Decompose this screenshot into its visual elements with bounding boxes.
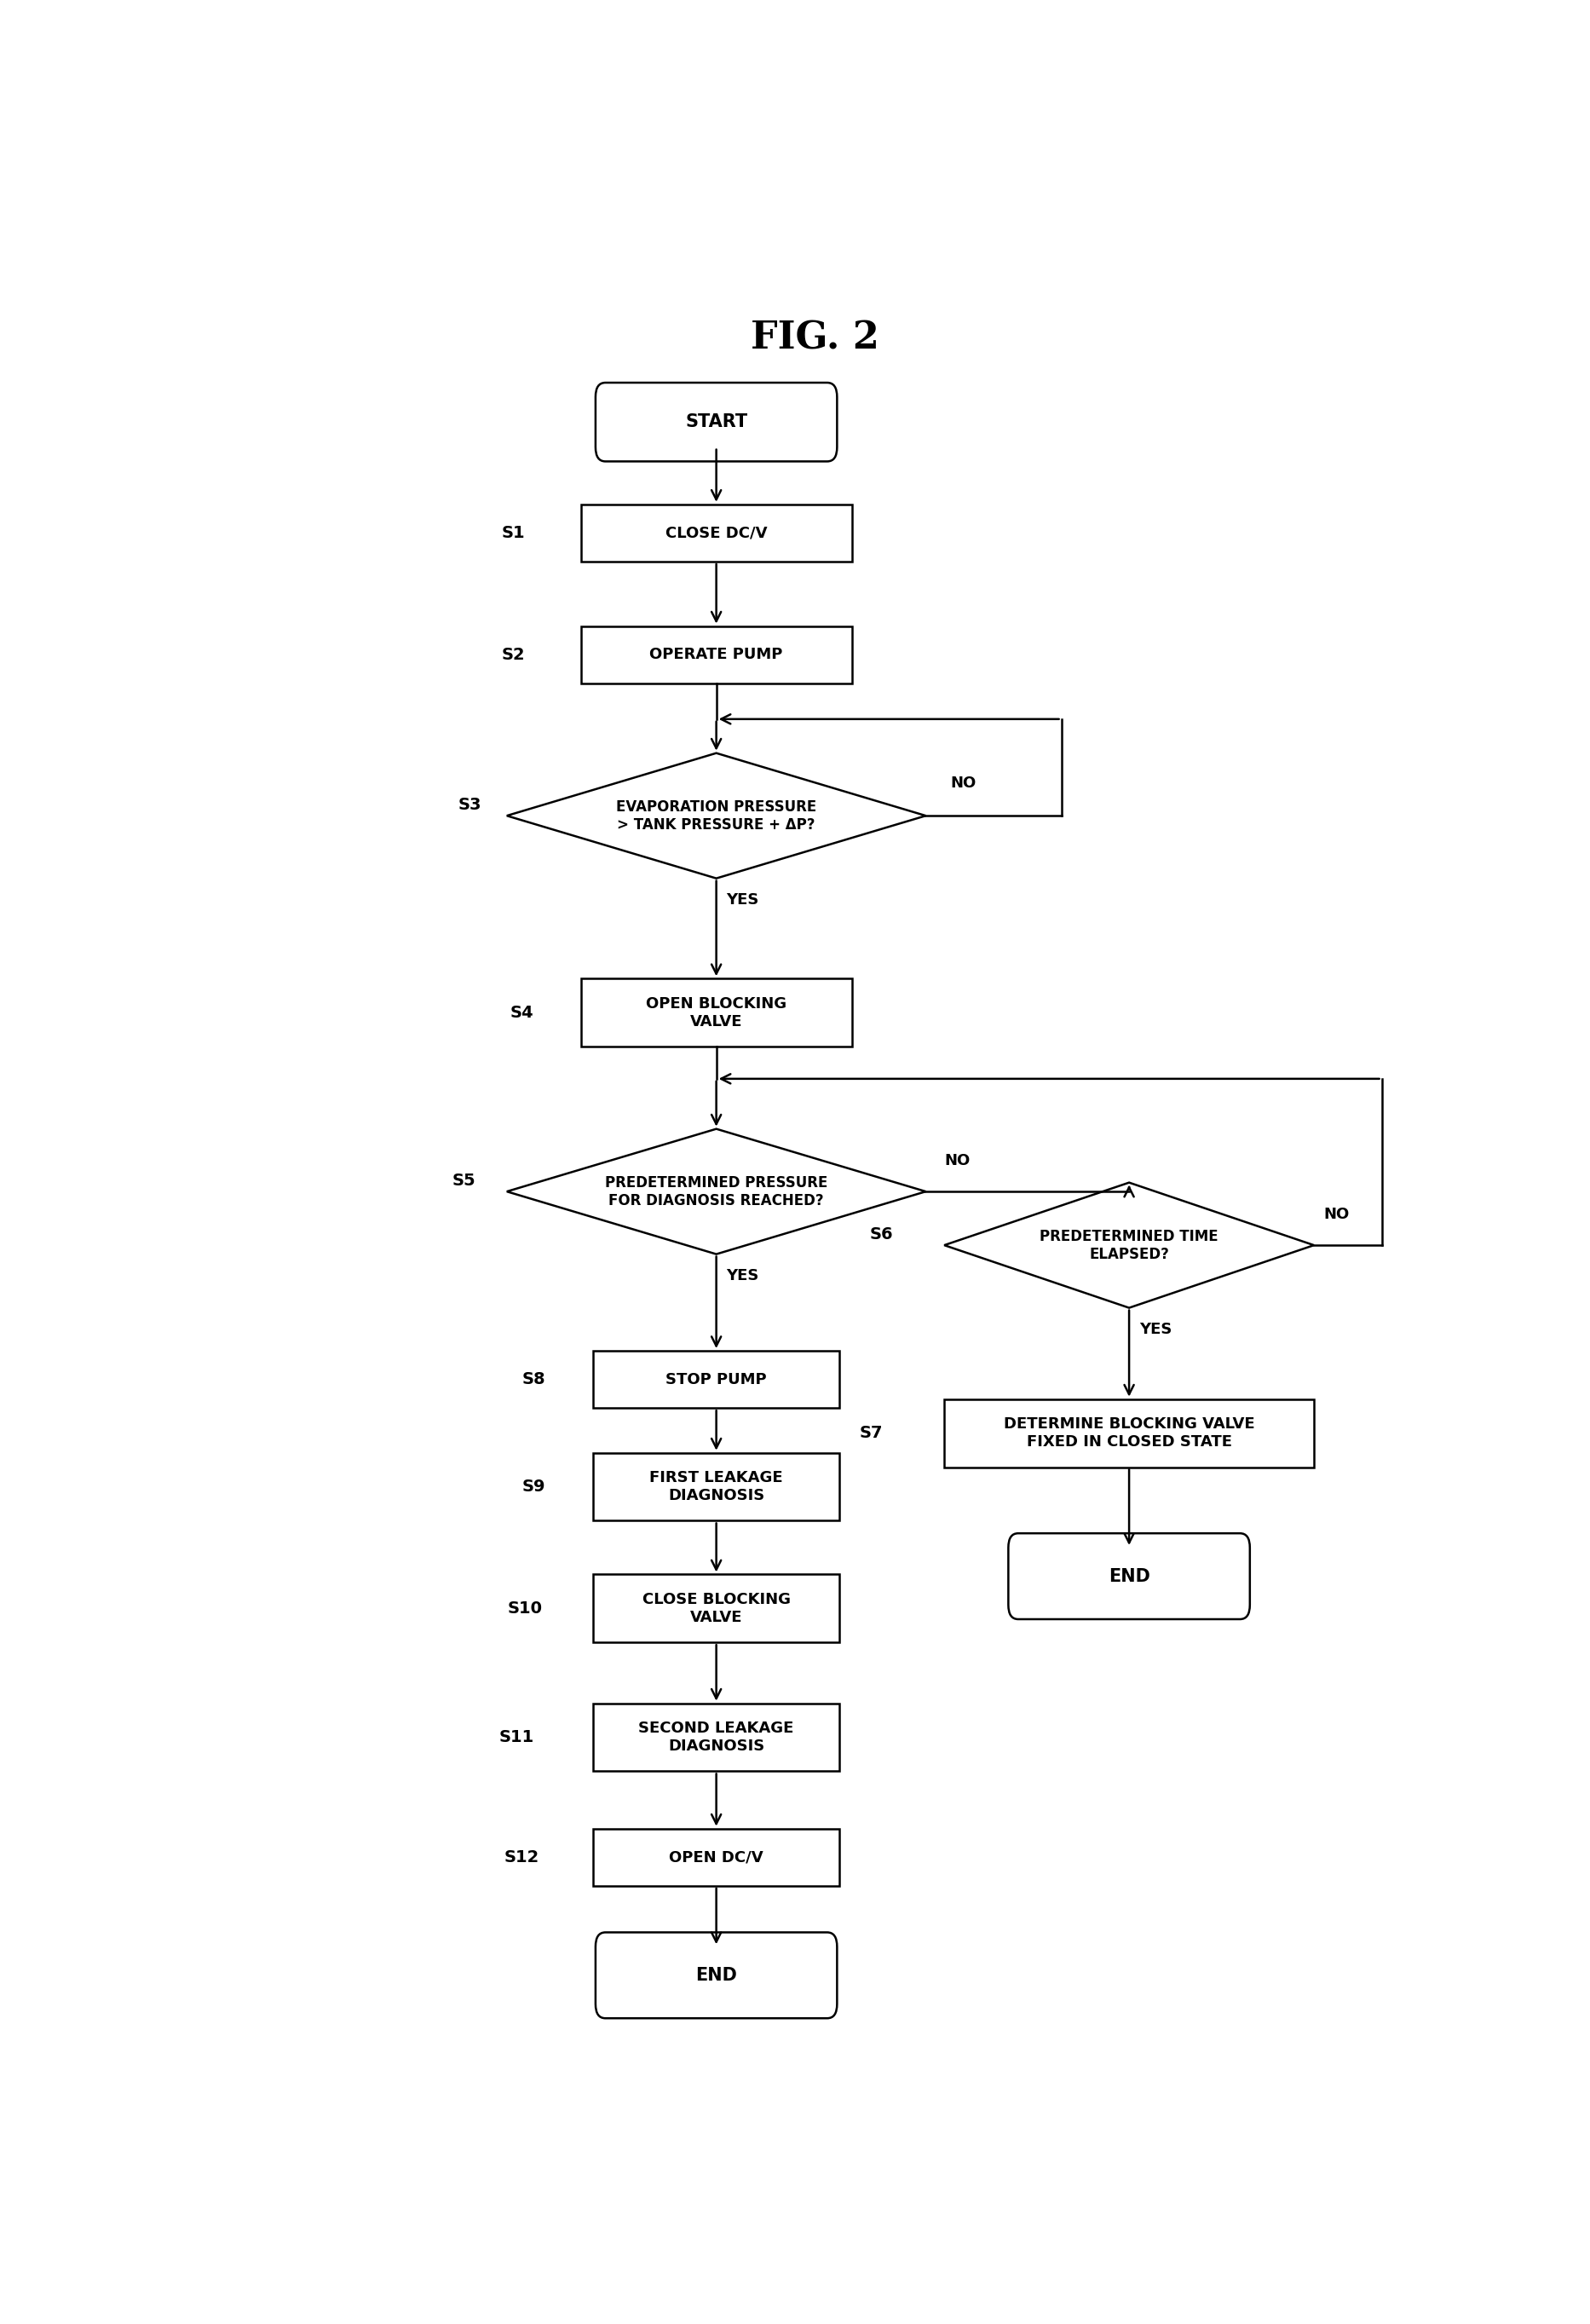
Text: S8: S8 <box>522 1371 545 1387</box>
Text: END: END <box>695 1966 738 1985</box>
Text: OPERATE PUMP: OPERATE PUMP <box>650 646 782 662</box>
Bar <box>580 978 852 1046</box>
Text: S1: S1 <box>501 525 525 541</box>
Text: OPEN DC/V: OPEN DC/V <box>669 1850 763 1864</box>
Bar <box>593 1829 840 1885</box>
Text: YES: YES <box>727 892 758 909</box>
Text: S10: S10 <box>507 1601 542 1618</box>
FancyBboxPatch shape <box>596 1931 836 2017</box>
Text: FIG. 2: FIG. 2 <box>750 321 879 356</box>
Text: STOP PUMP: STOP PUMP <box>666 1371 766 1387</box>
Text: S11: S11 <box>499 1729 534 1745</box>
Text: END: END <box>1108 1569 1150 1585</box>
Text: PREDETERMINED PRESSURE
FOR DIAGNOSIS REACHED?: PREDETERMINED PRESSURE FOR DIAGNOSIS REA… <box>604 1176 828 1208</box>
Text: S6: S6 <box>870 1227 894 1243</box>
Text: PREDETERMINED TIME
ELAPSED?: PREDETERMINED TIME ELAPSED? <box>1040 1229 1218 1262</box>
Bar <box>580 625 852 683</box>
Text: YES: YES <box>727 1269 758 1283</box>
Text: FIRST LEAKAGE
DIAGNOSIS: FIRST LEAKAGE DIAGNOSIS <box>650 1471 782 1504</box>
Polygon shape <box>507 753 925 878</box>
Bar <box>593 1452 840 1520</box>
Polygon shape <box>944 1183 1313 1308</box>
Text: S4: S4 <box>510 1004 533 1020</box>
Text: CLOSE DC/V: CLOSE DC/V <box>665 525 768 541</box>
Text: S9: S9 <box>522 1478 545 1494</box>
Text: NO: NO <box>944 1153 970 1169</box>
Text: S5: S5 <box>452 1174 475 1190</box>
Text: S3: S3 <box>458 797 482 813</box>
Text: EVAPORATION PRESSURE
> TANK PRESSURE + ΔP?: EVAPORATION PRESSURE > TANK PRESSURE + Δ… <box>615 799 817 832</box>
Text: CLOSE BLOCKING
VALVE: CLOSE BLOCKING VALVE <box>642 1592 790 1624</box>
Polygon shape <box>507 1129 925 1255</box>
Bar <box>593 1573 840 1643</box>
Text: START: START <box>685 414 747 430</box>
Text: OPEN BLOCKING
VALVE: OPEN BLOCKING VALVE <box>646 997 787 1030</box>
Text: DETERMINE BLOCKING VALVE
FIXED IN CLOSED STATE: DETERMINE BLOCKING VALVE FIXED IN CLOSED… <box>1003 1418 1255 1450</box>
Bar <box>593 1703 840 1771</box>
Text: NO: NO <box>951 776 976 790</box>
Bar <box>580 504 852 562</box>
FancyBboxPatch shape <box>596 383 836 462</box>
FancyBboxPatch shape <box>1008 1534 1250 1620</box>
Bar <box>944 1399 1313 1466</box>
Text: S7: S7 <box>860 1425 884 1441</box>
Text: SECOND LEAKAGE
DIAGNOSIS: SECOND LEAKAGE DIAGNOSIS <box>639 1720 793 1755</box>
Text: S12: S12 <box>504 1850 539 1866</box>
Bar <box>593 1350 840 1408</box>
Text: YES: YES <box>1138 1322 1172 1339</box>
Text: NO: NO <box>1324 1206 1350 1222</box>
Text: S2: S2 <box>501 646 525 662</box>
